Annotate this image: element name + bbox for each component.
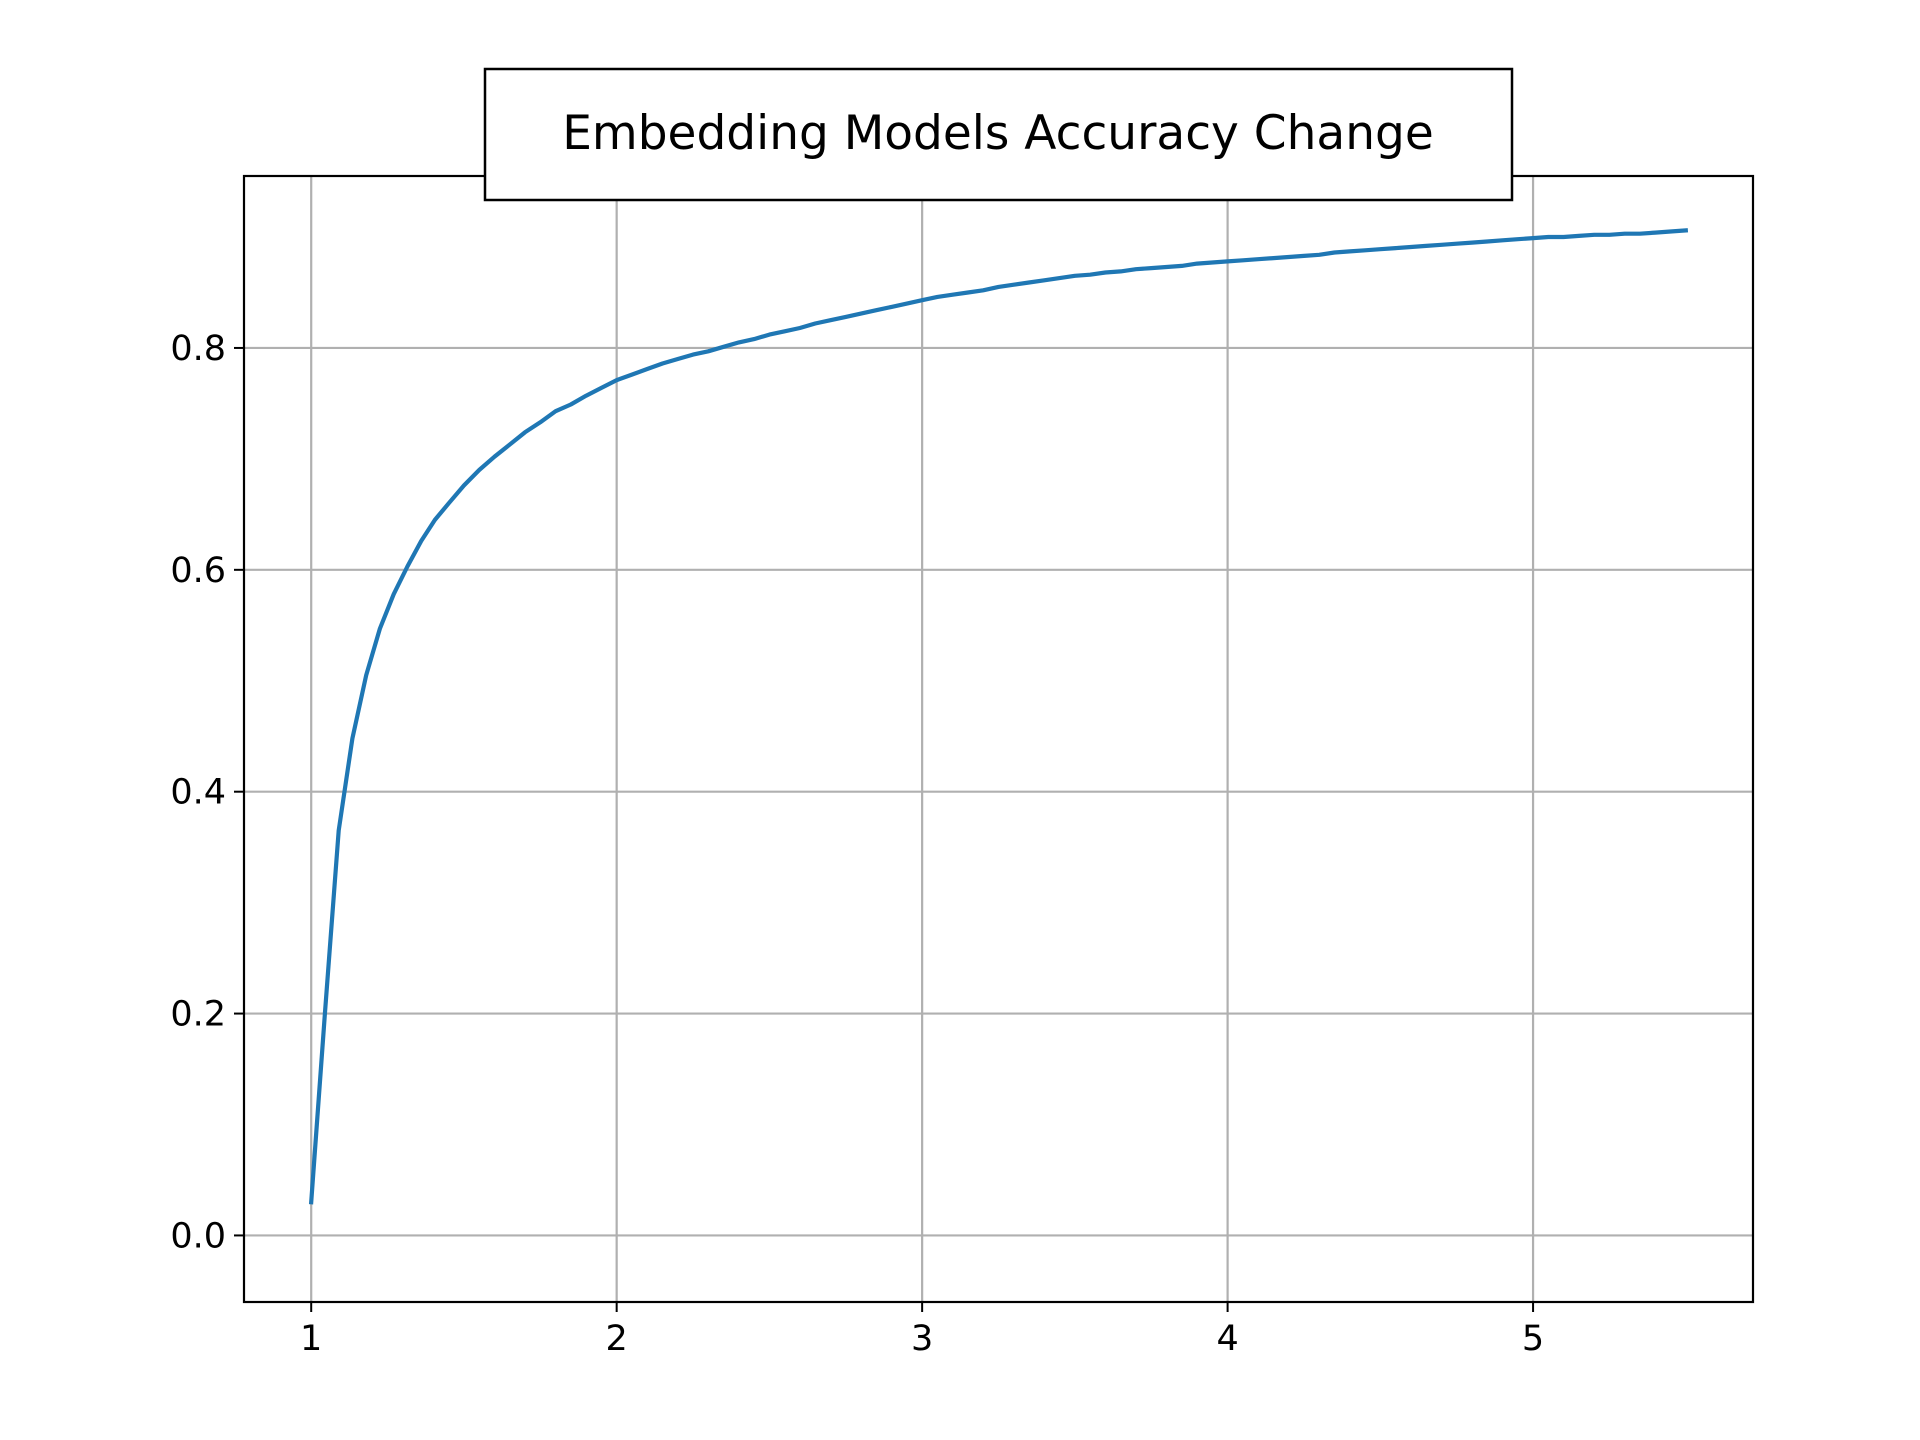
y-tick-label: 0.8 — [170, 329, 226, 369]
title-box: Embedding Models Accuracy Change — [483, 67, 1514, 202]
x-tick-label: 3 — [911, 1319, 933, 1359]
grid-lines — [244, 176, 1753, 1302]
chart-title: Embedding Models Accuracy Change — [562, 106, 1434, 161]
title-box-frame — [483, 67, 1514, 202]
tick-layer: 1 2 3 4 5 0.0 0.2 0.4 0.6 0.8 — [170, 329, 1544, 1359]
y-tick-label: 0.6 — [170, 551, 226, 591]
x-tick-label: 2 — [606, 1319, 628, 1359]
x-tick-label: 1 — [300, 1319, 322, 1359]
y-tick-label: 0.4 — [170, 773, 226, 813]
y-tick-label: 0.2 — [170, 995, 226, 1035]
x-tick-label: 5 — [1522, 1319, 1544, 1359]
x-tick-label: 4 — [1216, 1319, 1238, 1359]
series-line — [308, 228, 1689, 1205]
series-layer — [308, 228, 1689, 1205]
y-tick-label: 0.0 — [170, 1216, 226, 1256]
